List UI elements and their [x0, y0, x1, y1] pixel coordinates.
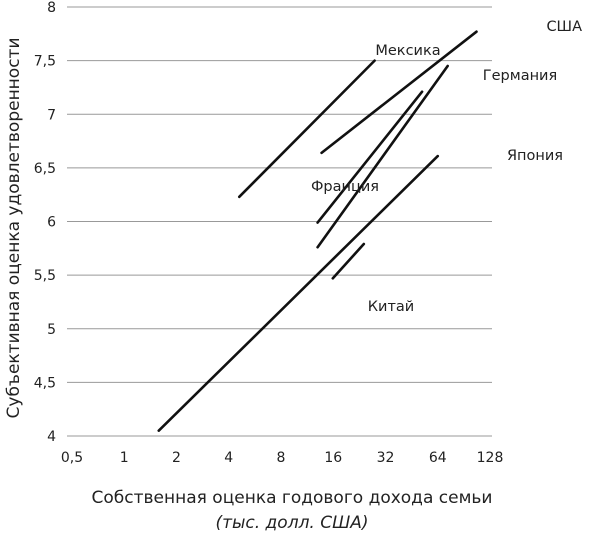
y-tick-label: 8 — [47, 0, 56, 16]
y-tick-label: 4,5 — [34, 375, 56, 391]
y-tick-label: 5,5 — [34, 268, 56, 284]
series-label: Германия — [483, 68, 557, 84]
x-tick-label: 0,5 — [61, 450, 83, 466]
y-tick-labels: 4 4,5 5 5,5 6 6,5 7 7,5 8 — [34, 0, 56, 445]
y-tick-label: 7,5 — [34, 54, 56, 70]
series-line — [316, 64, 449, 249]
x-tick-labels: 0,5 1 2 4 8 16 32 64 128 — [61, 450, 504, 466]
x-axis-subtitle: (тыс. долл. США) — [215, 513, 368, 533]
x-tick-label: 64 — [429, 450, 447, 466]
series-line — [157, 154, 440, 432]
x-tick-label: 2 — [172, 450, 181, 466]
x-tick-label: 16 — [324, 450, 342, 466]
x-tick-label: 32 — [377, 450, 395, 466]
series-line — [320, 30, 478, 155]
x-tick-label: 8 — [277, 450, 286, 466]
series-labels: Мексика США Германия Франция Япония Китай — [311, 19, 582, 315]
series-label: Мексика — [375, 43, 440, 59]
y-tick-label: 6 — [47, 215, 56, 231]
series-line — [237, 59, 376, 199]
series-line — [316, 90, 424, 224]
x-tick-label: 1 — [120, 450, 129, 466]
y-tick-label: 7 — [47, 107, 56, 123]
series-label: Китай — [368, 299, 414, 315]
y-tick-label: 5 — [47, 322, 56, 338]
x-axis-title: Собственная оценка годового дохода семьи — [92, 488, 493, 508]
series-label: Франция — [311, 179, 379, 195]
grid — [67, 6, 492, 437]
series-label: Япония — [507, 148, 563, 164]
series-label: США — [546, 19, 582, 35]
y-tick-label: 6,5 — [34, 161, 56, 177]
x-tick-label: 4 — [224, 450, 233, 466]
x-tick-label: 128 — [477, 450, 504, 466]
y-tick-label: 4 — [47, 429, 56, 445]
series-lines — [157, 30, 478, 432]
series-line — [331, 242, 366, 280]
y-axis-title: Субъективная оценка удовлетворенности — [4, 38, 24, 419]
